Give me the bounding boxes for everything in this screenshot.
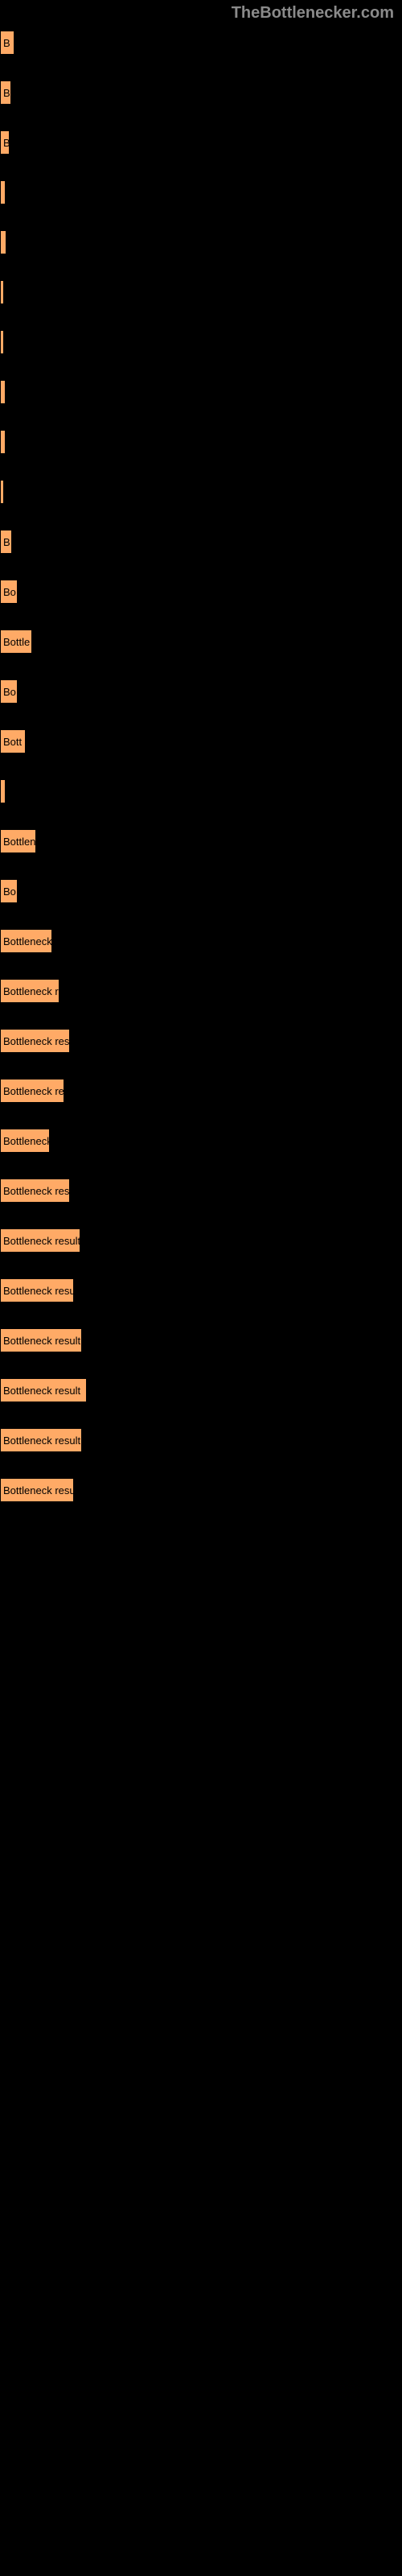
bar-row: Bottleneck [0, 1129, 402, 1153]
watermark: TheBottlenecker.com [0, 0, 402, 23]
bar-row [0, 430, 402, 454]
bar-row [0, 779, 402, 803]
bar-label: Bo [3, 586, 16, 598]
bar-label: B [3, 87, 10, 99]
bar-row: Bo [0, 580, 402, 604]
bar-label: Bott [3, 736, 22, 748]
bar-row: Bottleneck result [0, 1228, 402, 1253]
bar: Bottleneck result [0, 1378, 87, 1402]
bar: Bottleneck re [0, 1079, 64, 1103]
bar-row: Bo [0, 879, 402, 903]
bar-row [0, 380, 402, 404]
bar [0, 330, 4, 354]
bar-label: Bo [3, 886, 16, 898]
bar: Bottleneck result [0, 1328, 82, 1352]
bar-row [0, 280, 402, 304]
bar-row: Bottleneck re [0, 1079, 402, 1103]
bar: B [0, 530, 12, 554]
bar-row: B [0, 130, 402, 155]
bar [0, 230, 6, 254]
bar-row: B [0, 31, 402, 55]
bar-row: Bottleneck result [0, 1428, 402, 1452]
bar-row: B [0, 530, 402, 554]
bar: Bottleneck resu [0, 1478, 74, 1502]
bar-row: Bottleneck result [0, 1328, 402, 1352]
bar-row: Bottleneck res [0, 1179, 402, 1203]
bar-row: Bottlen [0, 829, 402, 853]
bar: Bottleneck r [0, 979, 59, 1003]
bar: Bottleneck [0, 1129, 50, 1153]
bar: Bottleneck result [0, 1228, 80, 1253]
bar-label: Bottleneck res [3, 1035, 69, 1047]
bar-label: Bottleneck [3, 935, 52, 947]
bar-label: Bottleneck resu [3, 1285, 74, 1297]
bar-label: Bottleneck r [3, 985, 59, 997]
bar-row: Bottleneck [0, 929, 402, 953]
bar-row: Bottleneck res [0, 1029, 402, 1053]
bar-label: Bottleneck result [3, 1435, 80, 1447]
bar: B [0, 130, 10, 155]
bar: Bo [0, 879, 18, 903]
bar-row: Bo [0, 679, 402, 704]
bar-label: B [3, 536, 10, 548]
bar-row: Bottleneck result [0, 1378, 402, 1402]
bar-label: Bottleneck result [3, 1385, 80, 1397]
bar-row [0, 330, 402, 354]
bar [0, 380, 6, 404]
bar-row: Bottleneck r [0, 979, 402, 1003]
bar-label: Bottle [3, 636, 30, 648]
bar [0, 430, 6, 454]
bar: Bottleneck result [0, 1428, 82, 1452]
bar: Bottle [0, 630, 32, 654]
bar-row [0, 180, 402, 204]
bar: Bottleneck [0, 929, 52, 953]
bar: Bo [0, 679, 18, 704]
bar-label: Bottleneck result [3, 1335, 80, 1347]
bar-row: B [0, 80, 402, 105]
bar [0, 280, 4, 304]
bar [0, 779, 6, 803]
bar-row: Bottle [0, 630, 402, 654]
bar-row: Bott [0, 729, 402, 753]
watermark-text: TheBottlenecker.com [232, 4, 394, 22]
bar-row: Bottleneck resu [0, 1278, 402, 1302]
bar-row [0, 230, 402, 254]
bar-label: Bottleneck result [3, 1235, 80, 1247]
bar: Bott [0, 729, 26, 753]
bar-label: Bo [3, 686, 16, 698]
bar-chart: B B B B Bo Bottle Bo Bott Bottlen Bo Bottleneck Bot… [0, 23, 402, 1544]
bar-label: Bottleneck resu [3, 1484, 74, 1496]
bar [0, 480, 4, 504]
bar-label: Bottlen [3, 836, 35, 848]
bar-label: Bottleneck [3, 1135, 50, 1147]
bar-label: Bottleneck res [3, 1185, 69, 1197]
bar: Bottleneck res [0, 1179, 70, 1203]
bar: Bottlen [0, 829, 36, 853]
bar-label: B [3, 137, 10, 149]
bar-row: Bottleneck resu [0, 1478, 402, 1502]
bar: Bo [0, 580, 18, 604]
bar-row [0, 480, 402, 504]
bar: B [0, 31, 14, 55]
bar: B [0, 80, 11, 105]
bar-label: Bottleneck re [3, 1085, 64, 1097]
bar-label: B [3, 37, 10, 49]
bar: Bottleneck resu [0, 1278, 74, 1302]
bar [0, 180, 6, 204]
bar: Bottleneck res [0, 1029, 70, 1053]
